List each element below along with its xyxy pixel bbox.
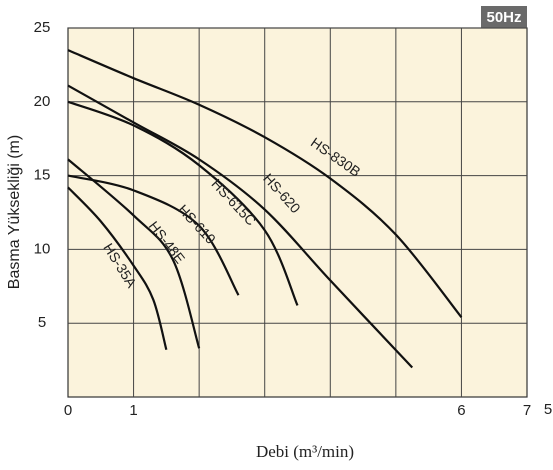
plot-area	[67, 27, 528, 398]
x-axis-label: Debi (m³/min)	[256, 442, 354, 461]
y-tick-label: 10	[34, 240, 51, 257]
annotation: 5	[544, 401, 552, 418]
y-axis-label: Basma Yüksekliği (m)	[6, 135, 23, 289]
badge: 50Hz	[486, 9, 521, 26]
y-tick-label: 20	[34, 93, 51, 110]
curve	[67, 186, 168, 351]
x-tick-label: 7	[523, 402, 531, 419]
y-tick-label: 15	[34, 167, 51, 184]
curve	[67, 100, 299, 306]
curve	[67, 158, 201, 349]
x-tick-label: 1	[129, 402, 137, 419]
curve	[67, 49, 463, 318]
x-tick-label: 0	[64, 402, 72, 419]
curve	[67, 174, 240, 296]
curve	[67, 84, 414, 369]
badge-bg	[481, 6, 527, 28]
x-tick-label: 6	[457, 402, 465, 419]
y-tick-label: 25	[34, 19, 51, 36]
y-tick-label: 5	[38, 314, 46, 331]
